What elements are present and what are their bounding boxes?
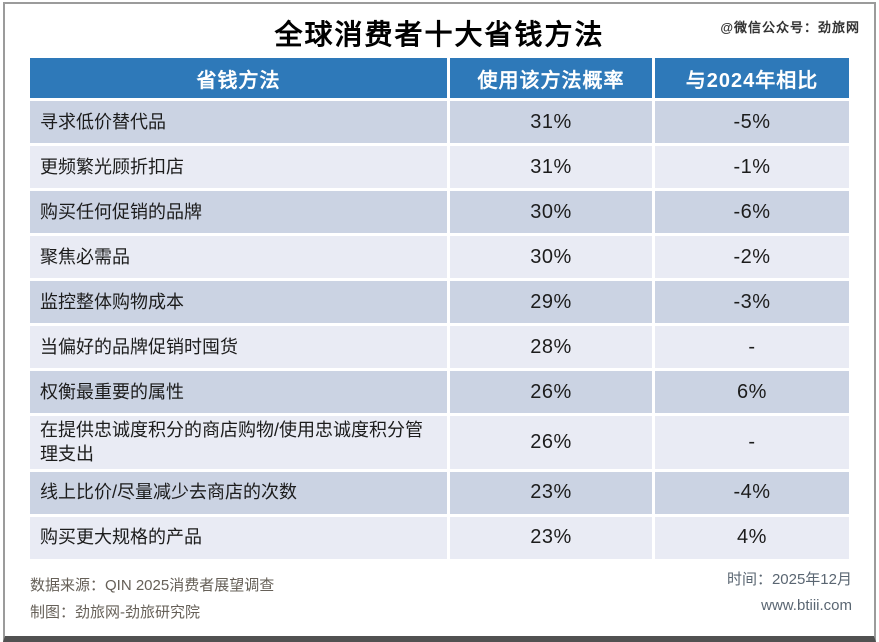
meta-block: 时间：2025年12月 www.btiii.com xyxy=(727,567,852,620)
method-cell: 当偏好的品牌促销时囤货 xyxy=(30,326,447,368)
table-row: 在提供忠诚度积分的商店购物/使用忠诚度积分管理支出 26% - xyxy=(30,416,849,469)
col-header-probability: 使用该方法概率 xyxy=(447,58,652,98)
method-cell: 购买任何促销的品牌 xyxy=(30,191,447,233)
page-title: 全球消费者十大省钱方法 xyxy=(274,19,605,50)
change-cell: - xyxy=(652,416,849,469)
method-cell: 购买更大规格的产品 xyxy=(30,516,447,559)
table-row: 当偏好的品牌促销时囤货 28% - xyxy=(30,326,849,368)
change-cell: -1% xyxy=(652,146,849,188)
table-row: 权衡最重要的属性 26% 6% xyxy=(30,371,849,413)
credit-line: 制图：劲旅网-劲旅研究院 xyxy=(30,603,200,621)
table-row: 购买任何促销的品牌 30% -6% xyxy=(30,191,849,233)
method-cell: 权衡最重要的属性 xyxy=(30,371,447,413)
change-cell: 4% xyxy=(652,516,849,559)
wechat-watermark: @微信公众号：劲旅网 xyxy=(720,20,860,35)
method-cell: 更频繁光顾折扣店 xyxy=(30,146,447,188)
probability-cell: 26% xyxy=(447,416,652,469)
probability-cell: 31% xyxy=(447,101,652,143)
website-text: www.btiii.com xyxy=(761,596,852,614)
col-header-vs2024: 与2024年相比 xyxy=(652,58,849,98)
probability-cell: 23% xyxy=(447,471,652,514)
change-cell: -6% xyxy=(652,191,849,233)
footer: 数据来源：QIN 2025消费者展望调查 制图：劲旅网-劲旅研究院 时间：202… xyxy=(30,571,852,626)
method-cell: 聚焦必需品 xyxy=(30,236,447,278)
probability-cell: 28% xyxy=(447,326,652,368)
change-cell: -5% xyxy=(652,101,849,143)
change-cell: 6% xyxy=(652,371,849,413)
table-row: 监控整体购物成本 29% -3% xyxy=(30,281,849,323)
savings-methods-table: 省钱方法 使用该方法概率 与2024年相比 寻求低价替代品 31% -5% 更频… xyxy=(30,55,849,562)
time-line: 时间：2025年12月 xyxy=(726,570,852,588)
change-cell: -3% xyxy=(652,281,849,323)
probability-cell: 30% xyxy=(447,236,652,278)
source-block: 数据来源：QIN 2025消费者展望调查 制图：劲旅网-劲旅研究院 xyxy=(30,572,274,626)
probability-cell: 31% xyxy=(447,146,652,188)
col-header-method: 省钱方法 xyxy=(30,58,447,98)
change-cell: -2% xyxy=(652,236,849,278)
method-cell: 在提供忠诚度积分的商店购物/使用忠诚度积分管理支出 xyxy=(30,416,447,469)
method-cell: 寻求低价替代品 xyxy=(30,101,447,143)
infographic-frame: 全球消费者十大省钱方法 @微信公众号：劲旅网 省钱方法 使用该方法概率 与202… xyxy=(3,2,876,642)
table-row: 聚焦必需品 30% -2% xyxy=(30,236,849,278)
table-header-row: 省钱方法 使用该方法概率 与2024年相比 xyxy=(30,58,849,98)
probability-cell: 23% xyxy=(447,516,652,559)
probability-cell: 29% xyxy=(447,281,652,323)
table-row: 线上比价/尽量减少去商店的次数 23% -4% xyxy=(30,471,849,514)
probability-cell: 30% xyxy=(447,191,652,233)
table-row: 寻求低价替代品 31% -5% xyxy=(30,101,849,143)
probability-cell: 26% xyxy=(447,371,652,413)
table-row: 购买更大规格的产品 23% 4% xyxy=(30,516,849,559)
method-cell: 监控整体购物成本 xyxy=(30,281,447,323)
change-cell: - xyxy=(652,326,849,368)
table-row: 更频繁光顾折扣店 31% -1% xyxy=(30,146,849,188)
method-cell: 线上比价/尽量减少去商店的次数 xyxy=(30,471,447,514)
change-cell: -4% xyxy=(652,471,849,514)
data-source-line: 数据来源：QIN 2025消费者展望调查 xyxy=(30,576,275,594)
